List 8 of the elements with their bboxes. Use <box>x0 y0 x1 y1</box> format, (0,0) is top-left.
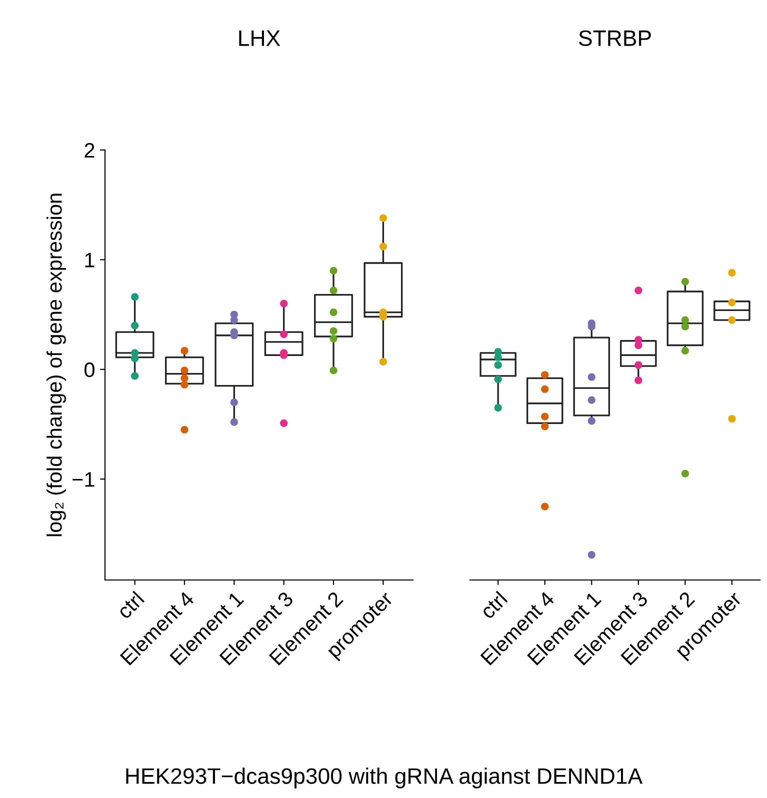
y-tick-label: 0 <box>84 362 94 378</box>
y-tick-label: 1 <box>85 252 94 268</box>
y-tick-label: 2 <box>84 143 94 158</box>
text: HEK293T−dcas9p300 with gRNA agianst DENND1A <box>126 768 643 788</box>
chart-title: STRBP <box>578 30 651 46</box>
chart-title: LHX <box>239 30 280 46</box>
y-axis-title: log₂ (fold change) of gene expression <box>46 194 66 536</box>
y-tick-label: −1 <box>72 472 94 487</box>
